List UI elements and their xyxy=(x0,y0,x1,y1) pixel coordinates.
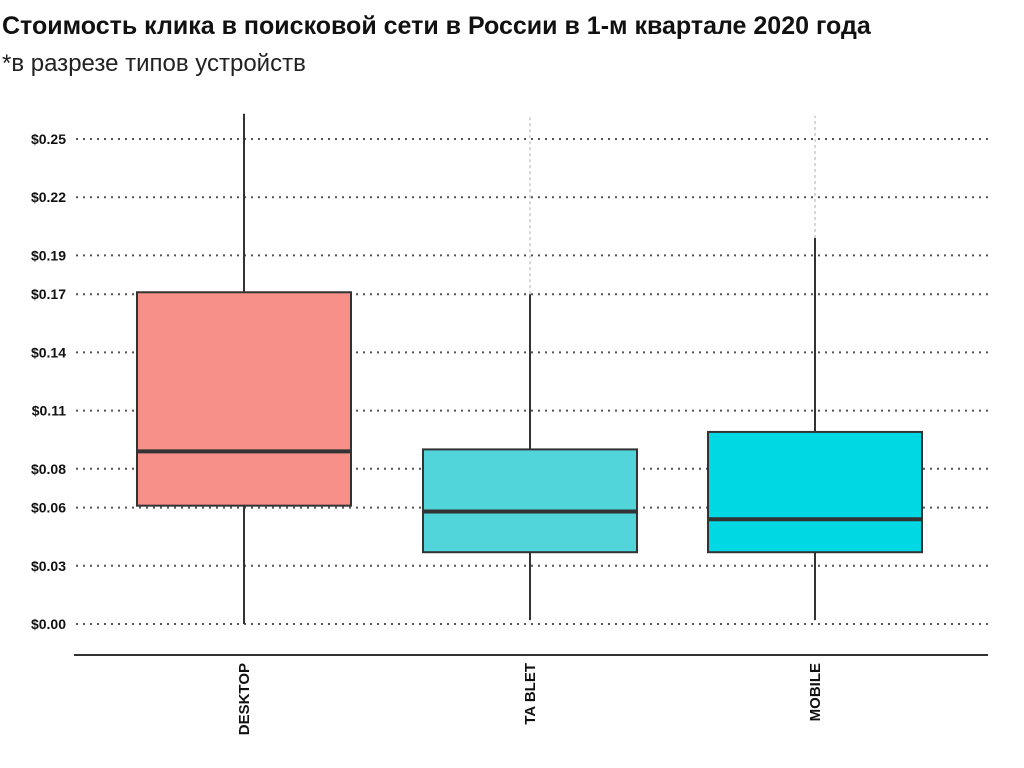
plot-area xyxy=(136,113,923,624)
y-axis-tick-labels: $0.00 $0.03 $0.06 $0.08 $0.11 $0.14 $0.17 $0.19… xyxy=(31,131,66,632)
x-category-label: MOBILE xyxy=(807,663,824,721)
y-tick-label: $0.17 xyxy=(31,286,66,302)
y-tick-label: $0.14 xyxy=(31,344,66,360)
box-mobile xyxy=(707,115,923,621)
y-tick-label: $0.03 xyxy=(31,558,66,574)
chart-subtitle: *в разрезе типов устройств xyxy=(2,50,306,77)
y-tick-label: $0.11 xyxy=(32,403,66,419)
x-category-label: TA BLET xyxy=(522,663,539,725)
x-axis-category-labels: DESKTOP TA BLET MOBILE xyxy=(236,663,824,735)
chart-title: Стоимость клика в поисковой сети в Росси… xyxy=(2,12,871,40)
box-desktop xyxy=(136,113,352,624)
y-tick-label: $0.08 xyxy=(31,461,66,477)
box-iqr xyxy=(707,430,923,554)
box-iqr xyxy=(136,291,352,507)
y-tick-label: $0.06 xyxy=(31,500,66,516)
y-tick-label: $0.25 xyxy=(31,131,66,147)
y-tick-label: $0.22 xyxy=(31,189,66,205)
box-iqr xyxy=(422,448,638,554)
y-tick-label: $0.00 xyxy=(31,616,66,632)
y-tick-label: $0.19 xyxy=(31,247,66,263)
x-category-label: DESKTOP xyxy=(236,663,253,735)
box-ta-blet xyxy=(422,115,638,621)
